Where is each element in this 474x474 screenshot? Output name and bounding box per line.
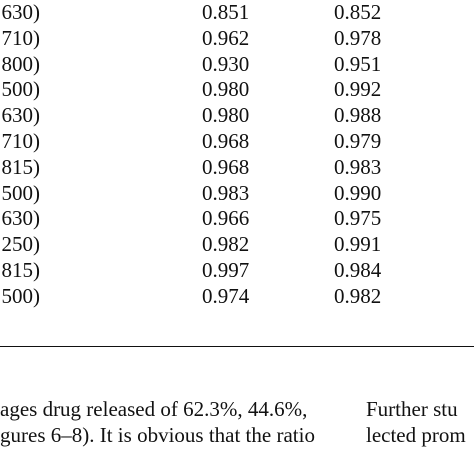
row-label: 500) [1,77,41,102]
value-col-2: 0.852 [334,0,382,24]
table-row: 815) 0.997 0.984 [0,258,474,284]
value-col-2: 0.988 [334,103,382,128]
table-row: 250) 0.982 0.991 [0,232,474,258]
value-col-2: 0.951 [334,51,382,76]
row-label: 710) [1,128,41,153]
value-col-2: 0.990 [334,180,382,205]
table-row: 710) 0.968 0.979 [0,129,474,155]
row-label: 630) [1,103,41,128]
table-row: 500) 0.980 0.992 [0,77,474,103]
value-col-2: 0.979 [334,128,382,153]
row-label: 630) [1,206,41,231]
value-col-1: 0.968 [202,154,250,179]
table-row: 630) 0.980 0.988 [0,103,474,129]
row-label: 800) [1,51,41,76]
right-column-line-1: Further stu [366,397,458,421]
value-col-2: 0.991 [334,232,382,257]
value-col-1: 0.962 [202,25,250,50]
value-col-2: 0.983 [334,154,382,179]
row-label: 630) [1,0,41,24]
value-col-2: 0.975 [334,206,382,231]
row-label: 250) [1,232,41,257]
value-col-1: 0.930 [202,51,250,76]
value-col-2: 0.978 [334,25,382,50]
row-label: 500) [1,180,41,205]
value-col-1: 0.980 [202,103,250,128]
value-col-2: 0.992 [334,77,382,102]
table-row: 500) 0.983 0.990 [0,181,474,207]
value-col-2: 0.984 [334,257,382,282]
table-row: 630) 0.851 0.852 [0,0,474,26]
value-col-1: 0.980 [202,77,250,102]
right-column-line-2: lected prom [366,423,466,447]
value-col-1: 0.997 [202,257,250,282]
row-label: 710) [1,25,41,50]
row-label: 815) [1,257,41,282]
table-row: 800) 0.930 0.951 [0,52,474,78]
row-label: 500) [1,283,41,308]
value-col-2: 0.982 [334,283,382,308]
left-column-line-1: ages drug released of 62.3%, 44.6%, [0,397,308,421]
table-row: 630) 0.966 0.975 [0,206,474,232]
value-col-1: 0.974 [202,283,250,308]
table-row: 710) 0.962 0.978 [0,26,474,52]
data-table: 630) 0.851 0.852 710) 0.962 0.978 800) 0.930 0.9… [0,0,474,310]
table-body: 630) 0.851 0.852 710) 0.962 0.978 800) 0.930 0.9… [0,0,474,310]
value-col-1: 0.982 [202,232,250,257]
value-col-1: 0.968 [202,128,250,153]
row-label: 815) [1,154,41,179]
value-col-1: 0.983 [202,180,250,205]
table-row: 815) 0.968 0.983 [0,155,474,181]
table-row: 500) 0.974 0.982 [0,284,474,310]
left-column-line-2: gures 6–8). It is obvious that the ratio [0,423,315,447]
value-col-1: 0.966 [202,206,250,231]
value-col-1: 0.851 [202,0,250,24]
table-bottom-rule [0,346,474,347]
